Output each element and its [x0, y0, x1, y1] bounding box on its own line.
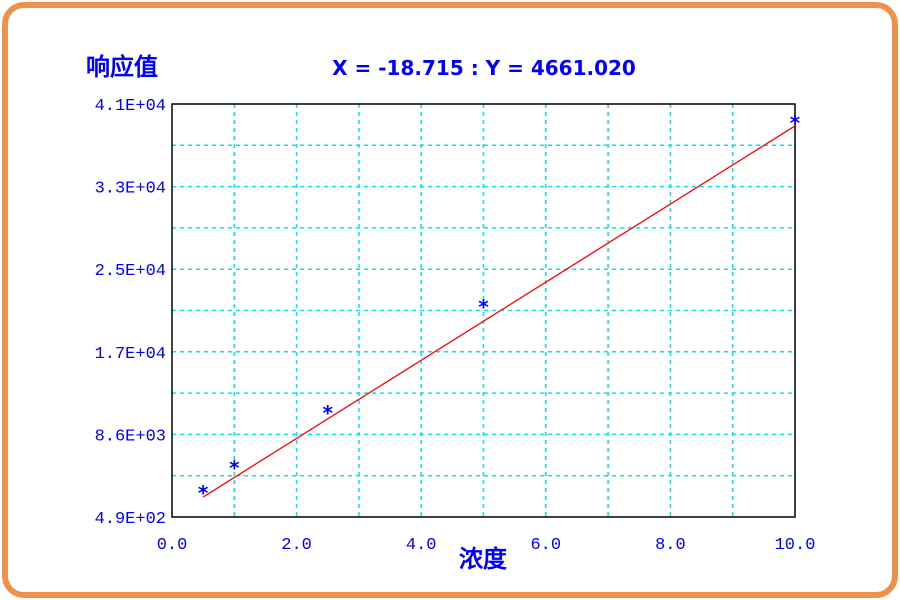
data-point: *: [790, 111, 801, 135]
data-point: *: [478, 295, 489, 319]
y-tick-label: 1.7E+04: [95, 345, 166, 364]
y-tick-label: 2.5E+04: [95, 262, 166, 281]
data-point: *: [229, 456, 240, 480]
x-tick-label: 4.0: [406, 536, 437, 555]
y-tick-label: 4.1E+04: [95, 97, 166, 116]
fit-line: [202, 125, 796, 498]
x-tick-label: 2.0: [281, 536, 312, 555]
x-tick-label: 0.0: [157, 536, 188, 555]
data-point: *: [198, 481, 209, 505]
cursor-readout: X = -18.715 : Y = 4661.020: [332, 56, 636, 80]
data-point: *: [323, 401, 334, 425]
x-axis-label: 浓度: [459, 545, 508, 573]
y-tick-label: 3.3E+04: [95, 180, 166, 199]
x-tick-label: 8.0: [655, 536, 686, 555]
y-tick-label: 4.9E+02: [95, 510, 166, 529]
y-tick-label: 8.6E+03: [95, 427, 166, 446]
plot-area: [171, 103, 796, 518]
y-axis-label: 响应值: [86, 53, 158, 81]
x-tick-label: 6.0: [530, 536, 561, 555]
x-tick-label: 10.0: [775, 536, 816, 555]
